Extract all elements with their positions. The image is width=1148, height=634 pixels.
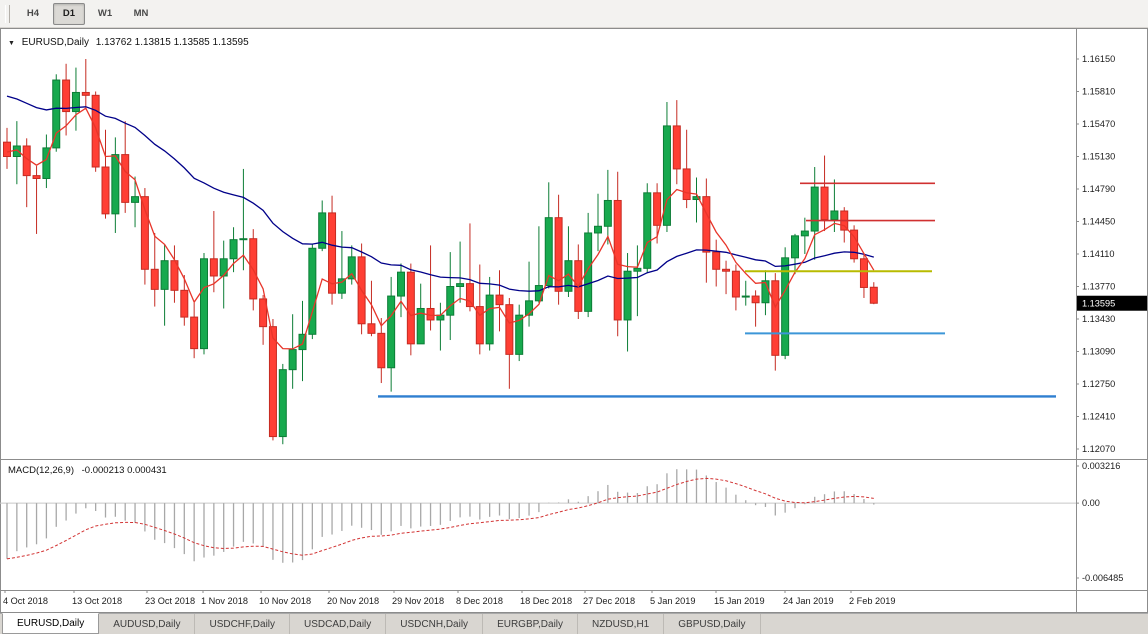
time-axis-label: 8 Dec 2018 (456, 596, 503, 606)
time-axis-label: 24 Jan 2019 (783, 596, 834, 606)
macd-axis-label: 0.00 (1082, 498, 1100, 508)
macd-axis-label: 0.003216 (1082, 461, 1120, 471)
symbol-tab-eurusd[interactable]: EURUSD,Daily (2, 613, 100, 634)
price-axis-label: 1.12410 (1082, 412, 1115, 422)
price-axis-label: 1.16150 (1082, 54, 1115, 64)
time-axis-label: 15 Jan 2019 (714, 596, 765, 606)
period-button-group: H4 D1 W1 MN (15, 2, 159, 25)
time-axis-label: 13 Oct 2018 (72, 596, 122, 606)
symbol-tab-audusd[interactable]: AUDUSD,Daily (99, 614, 196, 634)
time-axis-label: 4 Oct 2018 (3, 596, 48, 606)
price-axis-label: 1.15810 (1082, 87, 1115, 97)
macd-axis[interactable]: 0.003216 0.00 -0.006485 (1076, 461, 1123, 583)
symbol-tab-eurgbp[interactable]: EURGBP,Daily (483, 614, 579, 634)
period-button-mn[interactable]: MN (133, 8, 149, 19)
ma-slow-line (6, 95, 874, 292)
time-axis-label: 5 Jan 2019 (650, 596, 695, 606)
toolbar-grip[interactable] (5, 4, 10, 23)
price-axis-label: 1.15470 (1082, 119, 1115, 129)
price-axis-label: 1.15130 (1082, 152, 1115, 162)
ma-fast-line (6, 107, 875, 350)
timeframe-toolbar: H4 D1 W1 MN (0, 0, 1148, 28)
time-axis-label: 20 Nov 2018 (327, 596, 379, 606)
price-axis[interactable]: 1.16150 1.15810 1.15470 1.15130 1.14790 1.144… (1076, 54, 1115, 454)
period-button-h4[interactable]: H4 (26, 8, 40, 19)
price-axis-label: 1.12750 (1082, 379, 1115, 389)
time-axis-label: 18 Dec 2018 (520, 596, 572, 606)
symbol-tab-usdcad[interactable]: USDCAD,Daily (290, 614, 387, 634)
time-axis-label: 2 Feb 2019 (849, 596, 896, 606)
symbol-tab-nzdusd[interactable]: NZDUSD,H1 (578, 614, 665, 634)
chart-frame (0, 28, 1148, 613)
symbol-tab-gbpusd[interactable]: GBPUSD,Daily (664, 614, 761, 634)
symbol-tab-usdcnh[interactable]: USDCNH,Daily (386, 614, 484, 634)
price-axis-label: 1.13430 (1082, 314, 1115, 324)
chart-canvas[interactable]: 1.16150 1.15810 1.15470 1.15130 1.14790 1.144… (0, 28, 1148, 613)
price-axis-label: 1.12070 (1082, 444, 1115, 454)
time-axis-label: 1 Nov 2018 (201, 596, 248, 606)
period-button-d1[interactable]: D1 (53, 2, 85, 25)
price-axis-label: 1.13770 (1082, 282, 1115, 292)
chart-window: 1.16150 1.15810 1.15470 1.15130 1.14790 1.144… (0, 28, 1148, 613)
price-axis-label: 1.14450 (1082, 217, 1115, 227)
symbol-tab-usdchf[interactable]: USDCHF,Daily (195, 614, 291, 634)
time-axis[interactable]: 4 Oct 2018 13 Oct 2018 23 Oct 2018 1 Nov 20… (3, 590, 896, 606)
price-axis-label: 1.14790 (1082, 184, 1115, 194)
time-axis-label: 23 Oct 2018 (145, 596, 195, 606)
symbol-tabbar: EURUSD,Daily AUDUSD,Daily USDCHF,Daily USDC… (0, 613, 1148, 634)
horizontal-lines (378, 182, 1056, 398)
current-price-marker (1077, 295, 1147, 311)
macd-axis-label: -0.006485 (1082, 573, 1123, 583)
current-price-value: 1.13595 (1082, 299, 1115, 309)
time-axis-label: 29 Nov 2018 (392, 596, 444, 606)
macd-signal-line (6, 477, 874, 560)
price-axis-label: 1.14110 (1082, 249, 1115, 259)
candlestick-series (3, 59, 878, 445)
price-axis-label: 1.13090 (1082, 347, 1115, 357)
time-axis-label: 10 Nov 2018 (259, 596, 311, 606)
time-axis-label: 27 Dec 2018 (583, 596, 635, 606)
macd-histogram (6, 469, 875, 563)
period-button-w1[interactable]: W1 (97, 8, 113, 19)
